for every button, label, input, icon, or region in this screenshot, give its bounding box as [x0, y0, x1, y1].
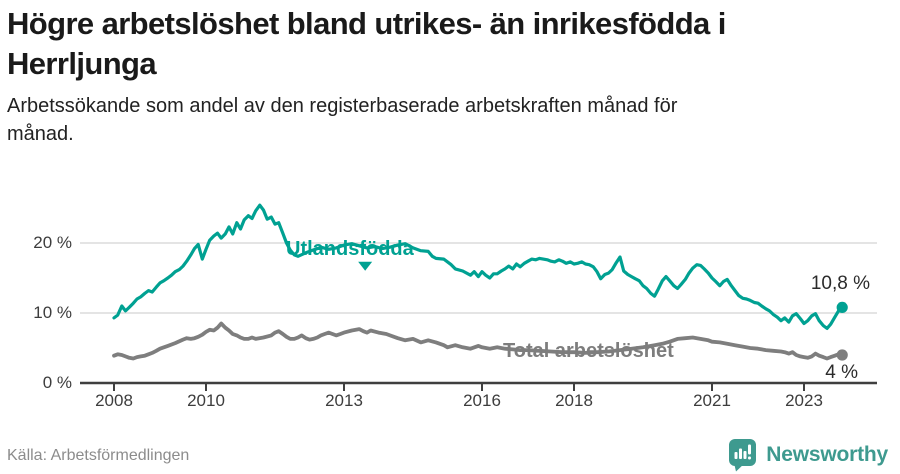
x-tick-label-2016: 2016 [463, 391, 501, 410]
title-line-2: Herrljunga [7, 46, 157, 81]
x-tick-label-2008: 2008 [95, 391, 133, 410]
source-credit: Källa: Arbetsförmedlingen [7, 447, 190, 464]
title-line-1: Högre arbetslöshet bland utrikes- än inr… [7, 6, 726, 41]
endpoint-dot-utlandsfodda [836, 301, 848, 313]
endpoint-dot-total-arbetsloshet [836, 349, 848, 361]
y-tick-label-0: 0 % [42, 373, 72, 392]
y-tick-label-10: 10 % [33, 303, 72, 322]
subtitle-line-2: månad. [7, 123, 74, 145]
series-label-total-arbetsloshet: Total arbetslöshet [503, 340, 674, 362]
newsworthy-logo-icon [728, 438, 758, 472]
triangle-down-marker [358, 261, 373, 271]
x-tick-label-2021: 2021 [693, 391, 731, 410]
x-tick-label-2023: 2023 [785, 391, 823, 410]
subtitle-line-1: Arbetssökande som andel av den registerb… [7, 95, 678, 117]
newsworthy-logo[interactable]: Newsworthy [728, 438, 888, 472]
end-value-label-total: 4 % [825, 362, 858, 383]
line-total-arbetsloshet [112, 321, 845, 361]
x-tick-label-2018: 2018 [555, 391, 593, 410]
page-title: Högre arbetslöshet bland utrikes- än inr… [7, 4, 893, 84]
series-label-utlandsfodda: Utlandsfödda [286, 238, 414, 260]
y-tick-label-20: 20 % [33, 233, 72, 252]
x-tick-label-2010: 2010 [187, 391, 225, 410]
x-tick-label-2013: 2013 [325, 391, 363, 410]
newsworthy-logo-text: Newsworthy [766, 443, 888, 466]
end-value-label-utlandsfodda: 10,8 % [810, 273, 870, 294]
chart-subtitle: Arbetssökande som andel av den registerb… [7, 92, 847, 148]
line-utlandsfodda [112, 203, 844, 330]
